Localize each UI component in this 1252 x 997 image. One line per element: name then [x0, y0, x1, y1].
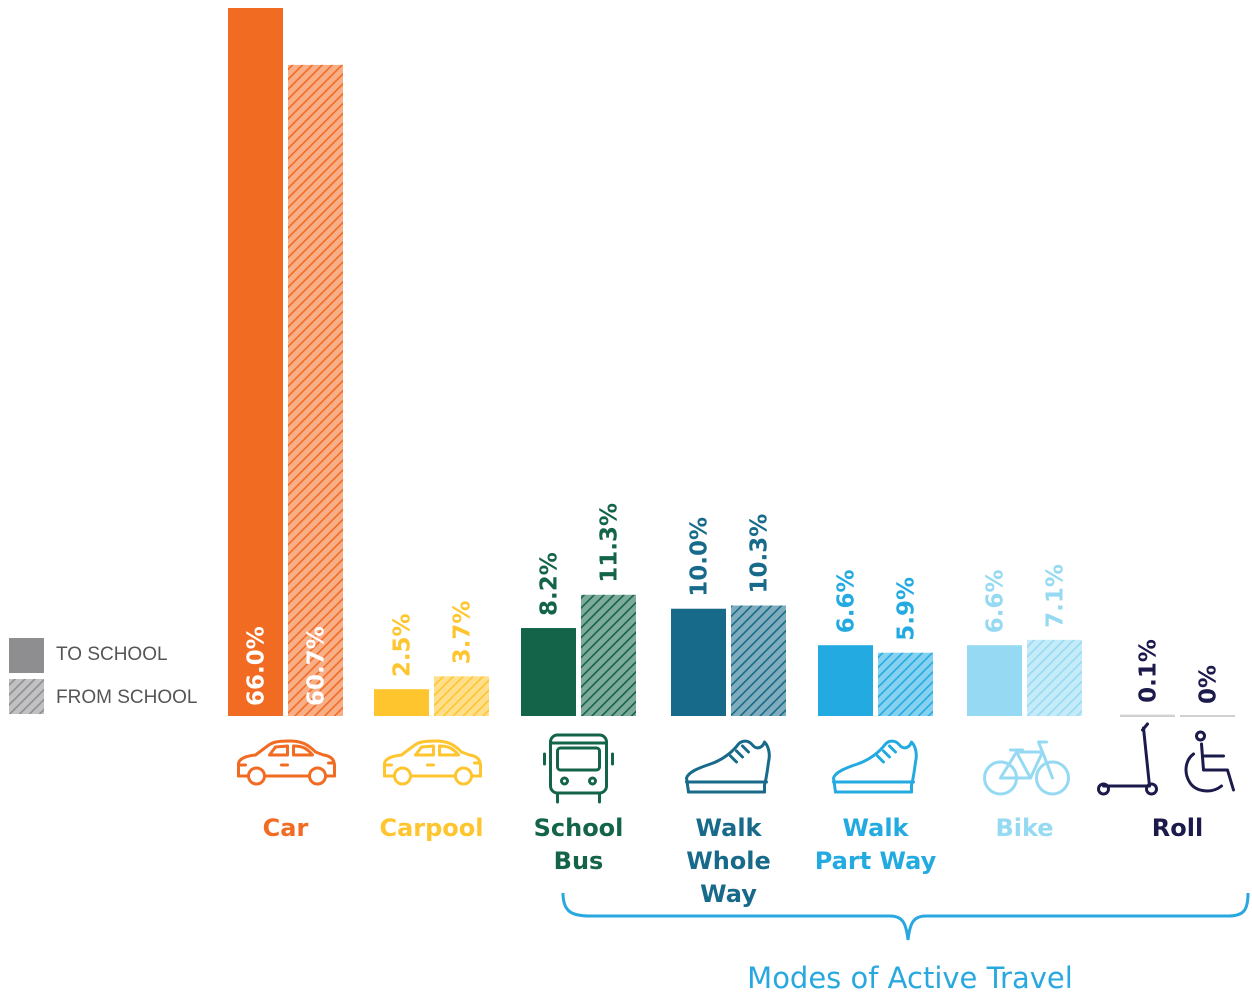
bar-bike-from-school	[1027, 639, 1082, 716]
value-label: 5.9%	[894, 577, 920, 641]
category-label-car: Car	[263, 814, 309, 842]
bar-walk-whole-way-to-school	[671, 608, 726, 716]
bar-school-bus-from-school	[581, 594, 636, 716]
bar-bike-to-school	[967, 645, 1022, 716]
legend: TO SCHOOL FROM SCHOOL	[9, 638, 197, 714]
car-icon	[237, 739, 336, 786]
bar-walk-whole-way-from-school	[731, 605, 786, 716]
mode-icons	[237, 722, 1235, 804]
category-label-walk-part-way: Walk Part Way	[815, 814, 937, 875]
category-label-line: Way	[700, 880, 757, 908]
scooter-icon	[1097, 722, 1158, 796]
legend-to-school-swatch	[9, 638, 44, 673]
sneaker-icon	[685, 739, 771, 794]
category-label-line: Bike	[995, 814, 1053, 842]
category-label-line: Roll	[1152, 814, 1203, 842]
value-label: 60.7%	[304, 626, 330, 706]
bus-icon	[543, 733, 614, 804]
legend-from-school-label: FROM SCHOOL	[56, 687, 197, 708]
bar-walk-part-way-from-school	[878, 652, 933, 716]
value-label: 11.3%	[597, 503, 623, 583]
active-travel-label: Modes of Active Travel	[747, 961, 1073, 995]
value-label: 3.7%	[450, 601, 476, 665]
value-label: 0.1%	[1136, 639, 1162, 703]
value-label: 6.6%	[834, 569, 860, 633]
bar-carpool-to-school	[374, 689, 429, 716]
value-label: 10.3%	[747, 514, 773, 594]
bar-carpool-from-school	[434, 676, 489, 716]
value-label: 0%	[1196, 665, 1222, 704]
value-label: 7.1%	[1043, 564, 1069, 628]
category-labels: Car Carpool School Bus Walk Whole Way Walk Part …	[263, 814, 1204, 908]
legend-to-school-label: TO SCHOOL	[56, 644, 168, 665]
legend-from-school-swatch	[9, 679, 44, 714]
category-label-line: Carpool	[379, 814, 483, 842]
category-label-line: Bus	[554, 847, 604, 875]
bar-car-to-school	[228, 8, 283, 716]
category-label-bike: Bike	[995, 814, 1053, 842]
wheelchair-icon	[1184, 730, 1235, 793]
car-icon	[383, 739, 482, 786]
value-label: 66.0%	[244, 626, 270, 706]
category-label-line: Walk	[696, 814, 763, 842]
category-label-line: Part Way	[815, 847, 937, 875]
value-label: 6.6%	[983, 569, 1009, 633]
sneaker-icon	[832, 739, 918, 794]
bar-car-from-school	[288, 64, 343, 716]
category-label-walk-whole-way: Walk Whole Way	[686, 814, 771, 908]
category-label-school-bus: School Bus	[534, 814, 624, 875]
category-label-line: Whole	[686, 847, 771, 875]
category-label-line: Walk	[843, 814, 910, 842]
bar-school-bus-to-school	[521, 628, 576, 716]
active-travel-bracket: Modes of Active Travel	[561, 892, 1250, 995]
category-label-roll: Roll	[1152, 814, 1203, 842]
scooter-wheelchair-icon	[1097, 722, 1235, 796]
bicycle-icon	[983, 740, 1070, 796]
value-label: 8.2%	[537, 552, 563, 616]
category-label-carpool: Carpool	[379, 814, 483, 842]
category-label-line: Car	[263, 814, 309, 842]
value-label: 2.5%	[390, 613, 416, 677]
value-labels: 66.0% 60.7% 2.5% 3.7% 8.2% 11.3% 10.0% 10.3% 6.6…	[244, 503, 1222, 706]
category-label-line: School	[534, 814, 624, 842]
bar-walk-part-way-to-school	[818, 645, 873, 716]
bars	[228, 8, 1235, 717]
value-label: 10.0%	[687, 517, 713, 597]
curly-brace	[561, 892, 1250, 941]
